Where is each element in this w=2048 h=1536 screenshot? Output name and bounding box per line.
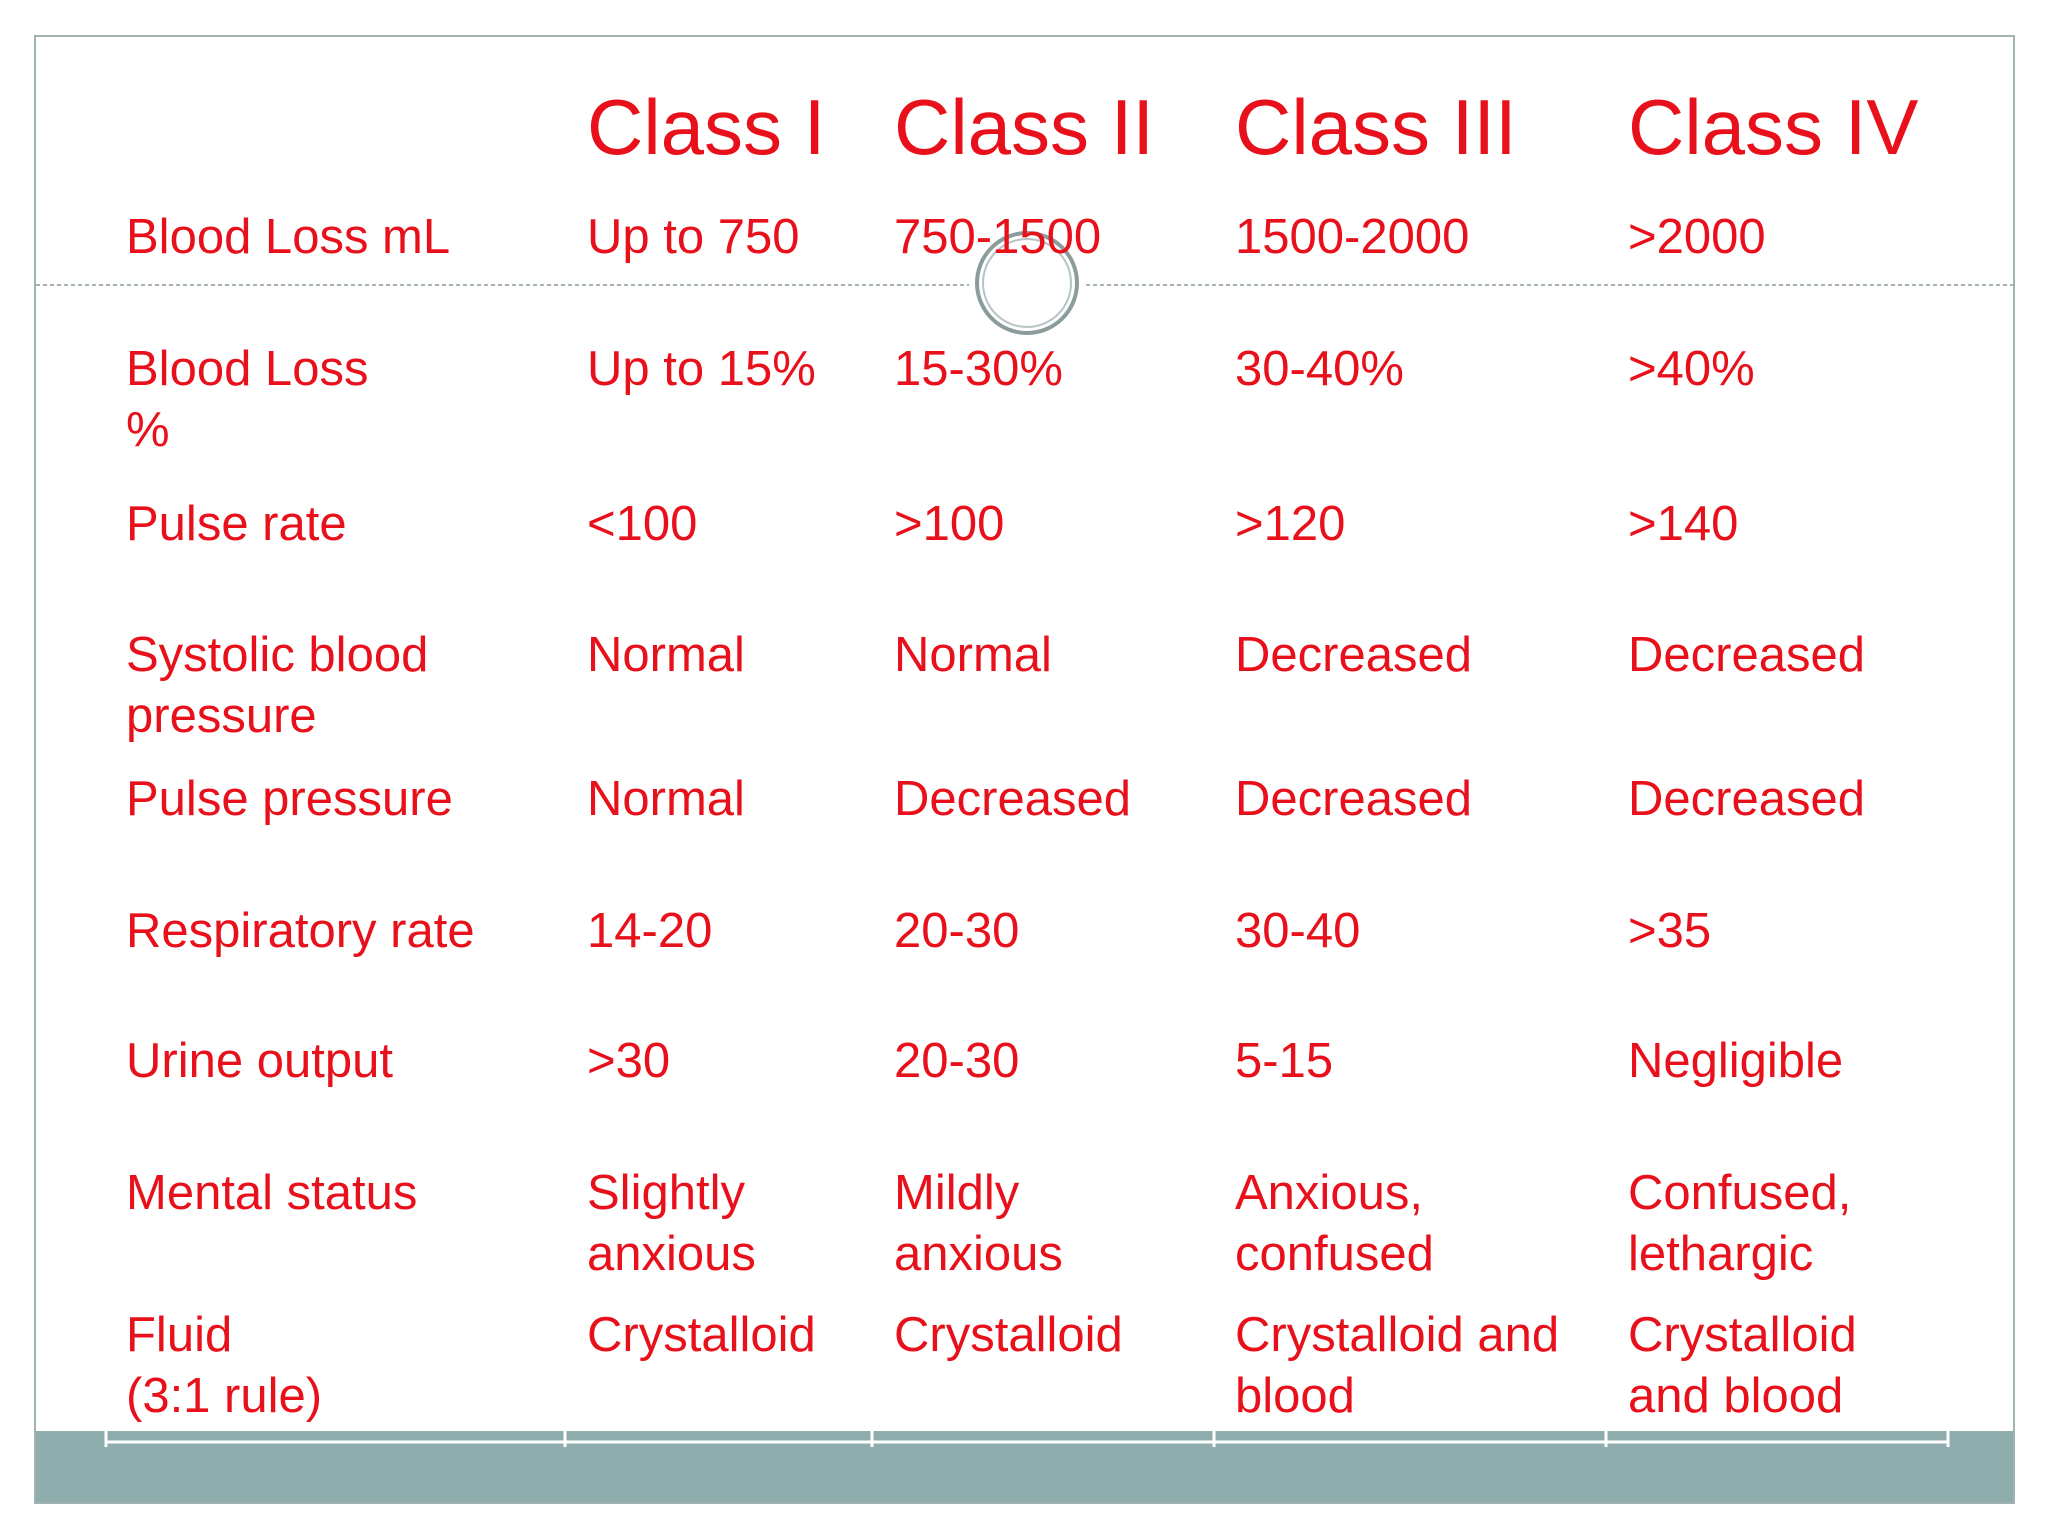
table-cell: Negligible [1628, 1034, 1844, 1088]
table-cell: >30 [587, 1034, 671, 1088]
table-cell: >40% [1628, 342, 1755, 396]
table-cell: Normal [894, 628, 1052, 682]
row-label: Systolic blood pressure [126, 628, 429, 743]
row-label: Urine output [126, 1034, 393, 1088]
row-label: Mental status [126, 1166, 418, 1220]
column-header: Class IV [1628, 83, 1919, 171]
table-cell: 1500-2000 [1235, 210, 1470, 264]
table-cell: 20-30 [894, 1034, 1020, 1088]
row-label: Blood Loss % [126, 342, 369, 457]
table-cell: 14-20 [587, 904, 713, 958]
table-cell: >2000 [1628, 210, 1766, 264]
row-label: Pulse pressure [126, 772, 453, 826]
column-header: Class II [894, 83, 1155, 171]
table-cell: Anxious, confused [1235, 1166, 1434, 1281]
table-cell: Normal [587, 772, 745, 826]
table-cell: Decreased [894, 772, 1131, 826]
column-header: Class I [587, 83, 826, 171]
table-cell: 30-40% [1235, 342, 1404, 396]
table-cell: Decreased [1628, 628, 1865, 682]
table-cell: >120 [1235, 497, 1346, 551]
ornament-bg [969, 225, 1085, 341]
table-cell: >100 [894, 497, 1005, 551]
table-cell: <100 [587, 497, 698, 551]
table-cell: Mildly anxious [894, 1166, 1063, 1281]
table-cell: Normal [587, 628, 745, 682]
table-cell: Crystalloid and blood [1235, 1308, 1560, 1423]
table-cell: 15-30% [894, 342, 1063, 396]
slide: Class I Class II Class III Class IV Blood Lo… [34, 35, 2015, 1504]
table-cell: Up to 15% [587, 342, 816, 396]
table-cell: >35 [1628, 904, 1712, 958]
table-cell: >140 [1628, 497, 1739, 551]
column-header: Class III [1235, 83, 1517, 171]
row-label: Pulse rate [126, 497, 347, 551]
table-cell: 20-30 [894, 904, 1020, 958]
column-ticks [104, 1427, 1950, 1447]
table-cell: Decreased [1235, 628, 1472, 682]
table-cell: Up to 750 [587, 210, 800, 264]
table-cell: Confused, lethargic [1628, 1166, 1852, 1281]
decor [36, 225, 2013, 341]
table-cell: Crystalloid and blood [1628, 1308, 1857, 1423]
table-cell: Crystalloid [894, 1308, 1123, 1362]
table-cell: Crystalloid [587, 1308, 816, 1362]
ornament [975, 231, 1079, 335]
ornament-inner [982, 238, 1072, 328]
table-cell: 750-1500 [894, 210, 1102, 264]
table-lines [104, 1427, 1950, 1447]
table-cell: 30-40 [1235, 904, 1361, 958]
table-cell: Decreased [1628, 772, 1865, 826]
table-cell: 5-15 [1235, 1034, 1334, 1088]
table-cell: Slightly anxious [587, 1166, 756, 1281]
row-label: Blood Loss mL [126, 210, 451, 264]
row-label: Respiratory rate [126, 904, 475, 958]
row-label: Fluid (3:1 rule) [126, 1308, 323, 1423]
table-cell: Decreased [1235, 772, 1472, 826]
